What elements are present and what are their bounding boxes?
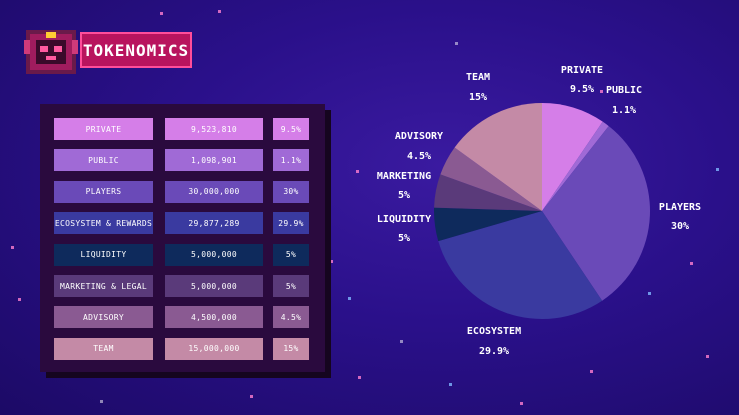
page-title-badge: TOKENOMICS — [80, 32, 192, 68]
token-amount-cell: 1,098,901 — [165, 149, 263, 172]
pie-label-value: 5% — [398, 190, 410, 201]
pie-label-name: ADVISORY — [395, 131, 443, 142]
pie-label-value: 30% — [671, 221, 689, 232]
token-amount-cell: 4,500,000 — [165, 306, 263, 329]
percent-cell: 5% — [273, 243, 309, 266]
pie-slice-marketing — [434, 174, 542, 211]
pie-label-name: LIQUIDITY — [377, 214, 431, 225]
pie-slice-advisory — [440, 147, 542, 211]
pie-slice-liquidity — [434, 207, 542, 242]
pie-label-value: 1.1% — [612, 105, 636, 116]
pie-label-name: ECOSYSTEM — [467, 326, 521, 337]
token-amount-cell: 15,000,000 — [165, 337, 263, 360]
pie-slice-team — [454, 103, 542, 211]
pie-slice-players — [542, 126, 650, 301]
pie-label-value: 5% — [398, 233, 410, 244]
allocation-name-cell: PLAYERS — [54, 180, 153, 203]
pie-label-name: PLAYERS — [659, 202, 701, 213]
token-amount-cell: 29,877,289 — [165, 212, 263, 235]
percent-cell: 15% — [273, 337, 309, 360]
percent-cell: 29.9% — [273, 212, 309, 235]
percent-cell: 30% — [273, 180, 309, 203]
pie-slice-private — [542, 103, 603, 211]
robot-mask-logo-icon — [24, 30, 78, 74]
allocation-name-cell: LIQUIDITY — [54, 243, 153, 266]
allocation-name-cell: MARKETING & LEGAL — [54, 275, 153, 297]
allocation-name-cell: ECOSYSTEM & REWARDS — [54, 212, 153, 235]
token-amount-cell: 30,000,000 — [165, 180, 263, 203]
pie-label-value: 9.5% — [570, 84, 594, 95]
token-amount-cell: 5,000,000 — [165, 243, 263, 266]
percent-cell: 1.1% — [273, 149, 309, 172]
tokenomics-table: PRIVATE 9,523,810 9.5% PUBLIC 1,098,901 1.1% P… — [40, 104, 325, 372]
allocation-name-cell: PUBLIC — [54, 149, 153, 172]
allocation-name-cell: ADVISORY — [54, 306, 153, 329]
pie-label-value: 4.5% — [407, 151, 431, 162]
pie-label-name: PUBLIC — [606, 85, 642, 96]
allocation-name-cell: TEAM — [54, 337, 153, 360]
percent-cell: 9.5% — [273, 118, 309, 140]
pie-slice-ecosystem — [438, 211, 603, 319]
token-amount-cell: 9,523,810 — [165, 118, 263, 140]
pie-label-value: 29.9% — [479, 346, 509, 357]
allocation-name-cell: PRIVATE — [54, 118, 153, 140]
pie-label-name: TEAM — [466, 72, 490, 83]
pie-label-name: PRIVATE — [561, 65, 603, 76]
pie-label-value: 15% — [469, 92, 487, 103]
page-title: TOKENOMICS — [82, 40, 190, 60]
percent-cell: 4.5% — [273, 306, 309, 329]
percent-cell: 5% — [273, 275, 309, 297]
token-amount-cell: 5,000,000 — [165, 275, 263, 297]
pie-slice-public — [542, 121, 609, 211]
pie-label-name: MARKETING — [377, 171, 431, 182]
